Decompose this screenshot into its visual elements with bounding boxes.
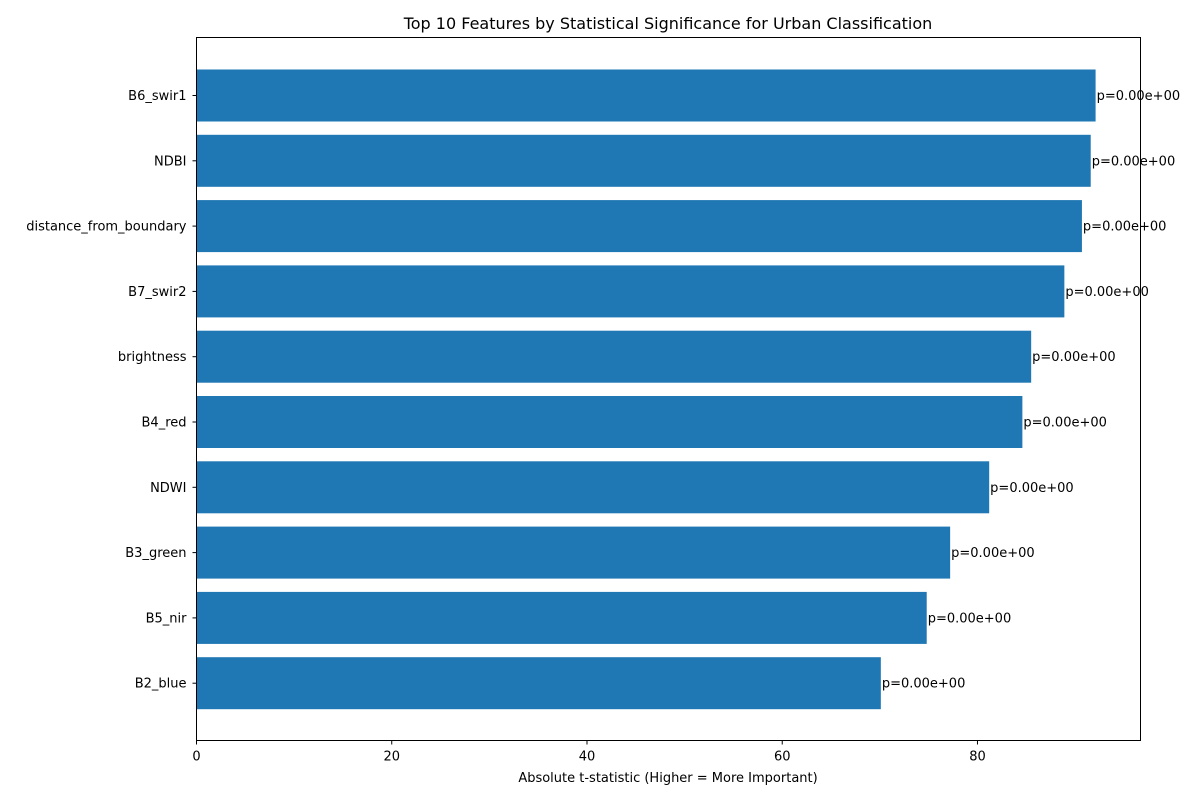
x-tick-label: 20	[383, 750, 400, 765]
y-tick-label: NDBI	[154, 154, 187, 169]
bar-distance-from-boundary	[196, 200, 1082, 253]
x-tick-label: 40	[579, 750, 596, 765]
bar-annotation: p=0.00e+00	[990, 481, 1074, 496]
x-tick-label: 60	[774, 750, 791, 765]
bar-b5-nir	[196, 591, 927, 644]
bar-annotation: p=0.00e+00	[1023, 416, 1107, 431]
y-axis: B6_swir1 NDBI distance_from_boundary B7_swi…	[26, 89, 197, 692]
y-tick-label: B4_red	[142, 416, 187, 431]
x-axis-label: Absolute t-statistic (Higher = More Impo…	[518, 771, 817, 786]
bar-annotation: p=0.00e+00	[1065, 285, 1149, 300]
bar-annotation: p=0.00e+00	[1032, 350, 1116, 365]
bar-b4-red	[196, 396, 1023, 448]
bar-b2-blue	[196, 657, 881, 710]
y-tick-label: B2_blue	[135, 677, 187, 692]
bar-ndwi	[196, 461, 990, 514]
y-tick-label: B7_swir2	[128, 285, 186, 300]
bar-annotation: p=0.00e+00	[1097, 89, 1181, 104]
y-tick-label: brightness	[118, 350, 187, 365]
plot-frame	[196, 37, 1141, 741]
bar-ndbi	[196, 134, 1091, 187]
bar-annotation: p=0.00e+00	[951, 546, 1035, 561]
x-tick-label: 80	[969, 750, 986, 765]
x-axis: 0 20 40 60 80	[192, 740, 986, 765]
bar-b6-swir1	[196, 69, 1096, 122]
bar-annotation: p=0.00e+00	[1083, 220, 1167, 235]
bar-brightness	[196, 330, 1032, 383]
y-tick-label: B6_swir1	[128, 89, 186, 104]
annotations-layer: p=0.00e+00 p=0.00e+00 p=0.00e+00 p=0.00e+00…	[882, 89, 1180, 692]
y-tick-label: distance_from_boundary	[26, 220, 187, 235]
bar-b7-swir2	[196, 265, 1065, 318]
chart-title: Top 10 Features by Statistical Significa…	[403, 14, 933, 33]
bar-annotation: p=0.00e+00	[882, 677, 966, 692]
bar-b3-green	[196, 526, 951, 579]
bar-annotation: p=0.00e+00	[1092, 154, 1176, 169]
x-tick-label: 0	[192, 750, 200, 765]
bars-layer	[196, 69, 1096, 710]
bar-annotation: p=0.00e+00	[928, 611, 1012, 626]
y-tick-label: B5_nir	[146, 611, 188, 626]
y-tick-label: NDWI	[150, 481, 186, 496]
y-tick-label: B3_green	[125, 546, 186, 561]
